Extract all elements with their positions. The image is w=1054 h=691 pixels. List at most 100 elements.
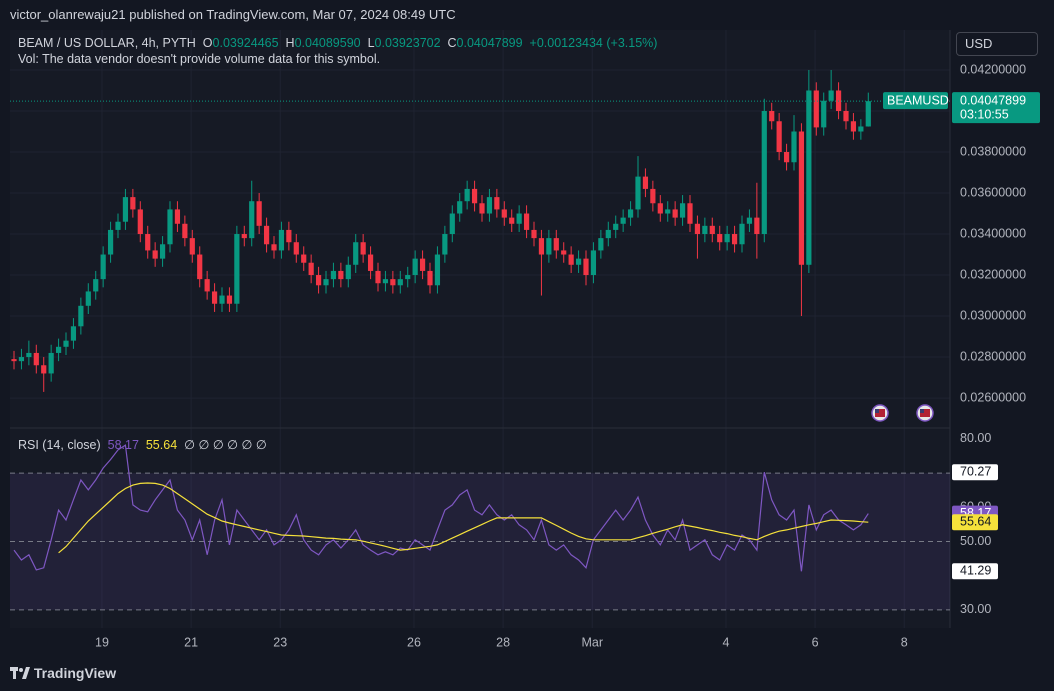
candle-body <box>330 270 337 280</box>
candle-body <box>717 234 723 243</box>
candle-body <box>33 352 39 366</box>
y-tick-label: 0.03600000 <box>960 185 1026 199</box>
candle-body <box>754 217 760 235</box>
candle-body <box>687 203 693 224</box>
candle-body <box>746 217 753 224</box>
candle-body <box>739 223 745 245</box>
candle-body <box>256 201 262 226</box>
event-icon-flag <box>920 409 930 417</box>
candle-body <box>427 270 433 286</box>
candle-body <box>865 101 871 127</box>
candle-body <box>479 203 485 214</box>
candle-body <box>353 242 359 265</box>
candle-body <box>397 279 403 286</box>
candle-body <box>145 234 151 251</box>
candle-body <box>464 188 470 202</box>
candle-body <box>828 90 834 101</box>
candle-body <box>769 110 775 122</box>
candle-body <box>286 229 292 243</box>
y-tick-label: 0.02800000 <box>960 349 1026 363</box>
candle-body <box>219 295 225 304</box>
candle-body <box>360 242 366 255</box>
rsi-badge-label: 55.64 <box>960 515 991 529</box>
candle-body <box>702 225 708 235</box>
candle-body <box>486 197 493 214</box>
candle-body <box>78 305 84 327</box>
candle-body <box>308 262 314 276</box>
candle-body <box>345 264 351 280</box>
candle-body <box>182 223 188 239</box>
rsi-badge <box>952 464 998 481</box>
candle-body <box>412 258 418 276</box>
candle-body <box>724 234 730 243</box>
candle-body <box>850 121 857 132</box>
event-icon-flag <box>875 409 885 417</box>
candle-body <box>48 352 54 374</box>
candle-body <box>18 357 25 362</box>
candle-body <box>93 279 99 292</box>
candle-body <box>642 176 649 189</box>
currency-button[interactable]: USD <box>956 32 1038 56</box>
rsi-tick-label: 50.00 <box>960 534 991 548</box>
publisher: victor_olanrewaju21 published on Trading… <box>10 7 456 22</box>
h-value: 0.04089590 <box>294 36 361 50</box>
candle-body <box>278 229 285 251</box>
x-tick-label: Mar <box>581 635 603 649</box>
candle-body <box>70 326 77 341</box>
candle-body <box>323 279 329 286</box>
candle-body <box>650 188 656 204</box>
candle-body <box>761 110 767 235</box>
candle-body <box>605 229 611 239</box>
candle-body <box>806 90 812 265</box>
candle-body <box>159 244 166 259</box>
candle-body <box>405 275 411 280</box>
price-badge-label: 0.04047899 <box>960 93 1026 107</box>
o-key: O <box>202 36 213 50</box>
change: +0.00123434 (+3.15%) <box>529 36 658 50</box>
candle-body <box>709 225 715 235</box>
rsi-line <box>58 482 869 554</box>
h-key: H <box>285 36 295 50</box>
candle-body <box>107 229 114 255</box>
x-tick-label: 23 <box>273 635 287 649</box>
candle-body <box>63 340 69 347</box>
l-value: 0.03923702 <box>374 36 441 50</box>
candle-body <box>130 197 136 210</box>
candle-body <box>390 279 396 286</box>
candle-body <box>197 254 203 280</box>
symbol: BEAM / US DOLLAR, 4h, PYTH <box>18 36 196 50</box>
y-tick-label: 0.03800000 <box>960 144 1026 158</box>
candle-body <box>263 225 270 245</box>
candle-body <box>575 258 582 265</box>
symbol-badge <box>883 92 948 110</box>
event-icon-canton <box>875 409 879 413</box>
y-tick-label: 0.03000000 <box>960 308 1026 322</box>
candle-body <box>791 131 797 163</box>
rsi-badge-label: 41.29 <box>960 564 991 578</box>
candle-body <box>367 254 374 271</box>
candle-body <box>211 291 218 304</box>
candle-body <box>598 238 604 251</box>
candle-body <box>167 209 173 245</box>
candle-body <box>471 188 478 204</box>
candle-body <box>657 203 663 214</box>
candle-body <box>152 250 158 259</box>
candle-body <box>271 244 277 251</box>
candle-body <box>26 352 32 358</box>
candle-body <box>672 209 678 218</box>
x-tick-label: 4 <box>722 635 729 649</box>
footer-brand: TradingView <box>10 665 116 681</box>
rsi-badge <box>952 514 998 531</box>
o-value: 0.03924465 <box>212 36 279 50</box>
candle-body <box>293 242 299 255</box>
candle-body <box>613 223 619 230</box>
candle-body <box>494 197 500 210</box>
rsi-badge <box>952 563 998 580</box>
y-tick-label: 0.02600000 <box>960 390 1026 404</box>
candle-body <box>204 279 210 292</box>
candle-body <box>858 126 864 132</box>
rsi-tick-label: 30.00 <box>960 602 991 616</box>
candle-body <box>813 90 819 128</box>
candle-body <box>501 209 507 218</box>
